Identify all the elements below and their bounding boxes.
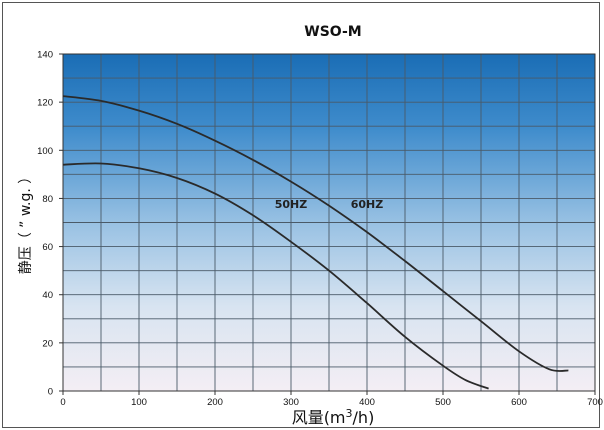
x-tick-label: 700 [587,397,603,408]
x-tick-label: 600 [511,397,527,408]
x-tick-label: 100 [131,397,147,408]
chart-title: WSO-M [304,24,361,40]
y-tick-label: 20 [42,338,53,349]
series-labels: 50HZ 60HZ [275,198,384,211]
plot-border [62,53,596,392]
y-tick-label: 80 [42,194,53,205]
series-line-50hz [62,162,489,390]
y-tick-label: 0 [48,387,53,398]
y-tick-label: 140 [37,50,53,61]
axes [62,53,596,392]
y-axis-label: 静压（ ” w.g. ） [18,170,34,275]
x-tick-label: 200 [207,397,223,408]
x-tick-label: 300 [283,397,299,408]
x-tick-label: 500 [435,397,451,408]
series-label-60hz: 60HZ [351,198,384,211]
x-tick-label: 0 [60,397,65,408]
y-tick-label: 60 [42,242,53,253]
series-label-50hz: 50HZ [275,198,308,211]
series-line-60hz [62,95,569,372]
x-axis-label: 风量(m3/h) [292,407,375,427]
y-tick-label: 40 [42,290,53,301]
tick-labels: 0 100 200 300 400 500 600 700 0 20 40 60 80 100 120 140 [37,50,603,409]
y-tick-label: 100 [37,146,53,157]
series-lines [62,95,569,390]
x-tick-label: 400 [359,397,375,408]
y-tick-label: 120 [37,98,53,109]
